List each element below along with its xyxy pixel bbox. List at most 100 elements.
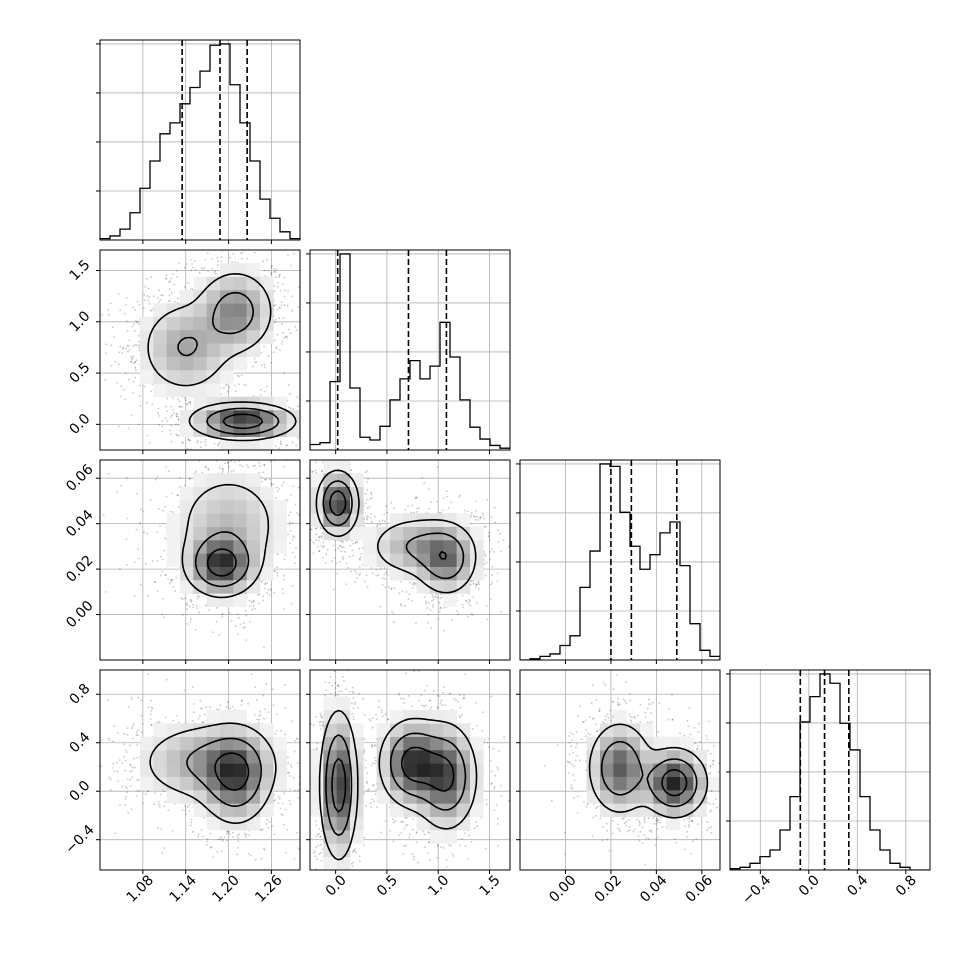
- scatter-point: [290, 265, 292, 267]
- scatter-point: [334, 557, 336, 559]
- scatter-point: [245, 457, 247, 459]
- scatter-point: [314, 316, 316, 318]
- scatter-point: [191, 601, 193, 603]
- scatter-point: [126, 539, 128, 541]
- scatter-point: [296, 518, 298, 520]
- scatter-point: [173, 586, 175, 588]
- scatter-point: [313, 427, 315, 429]
- scatter-point: [288, 407, 290, 409]
- scatter-point: [149, 430, 151, 432]
- scatter-point: [277, 309, 279, 311]
- scatter-point: [281, 458, 283, 460]
- scatter-point: [196, 605, 198, 607]
- scatter-point: [158, 408, 160, 410]
- scatter-point: [218, 634, 220, 636]
- y-tick-label: 1.5: [66, 257, 93, 284]
- scatter-point: [279, 308, 281, 310]
- scatter-point: [305, 510, 307, 512]
- scatter-point: [277, 490, 279, 492]
- panel-0-0: [96, 40, 300, 244]
- scatter-point: [322, 546, 324, 548]
- scatter-point: [187, 282, 189, 284]
- scatter-point: [254, 608, 256, 610]
- scatter-point: [217, 264, 219, 266]
- density-cell: [247, 437, 261, 451]
- scatter-point: [249, 621, 251, 623]
- density-cell: [273, 513, 287, 527]
- scatter-point: [298, 487, 300, 489]
- scatter-point: [245, 639, 247, 641]
- scatter-point: [318, 539, 320, 541]
- scatter-point: [312, 541, 314, 543]
- density-cells: [140, 263, 300, 450]
- density-cell: [247, 473, 261, 487]
- scatter-point: [176, 276, 178, 278]
- scatter-point: [362, 547, 364, 549]
- scatter-point: [303, 477, 305, 479]
- scatter-point: [245, 610, 247, 612]
- y-tick-label: 0.0: [66, 411, 93, 438]
- scatter-point: [165, 466, 167, 468]
- scatter-point: [119, 351, 121, 353]
- scatter-point: [264, 270, 266, 272]
- scatter-point: [164, 537, 166, 539]
- scatter-point: [295, 504, 297, 506]
- scatter-point: [116, 491, 118, 493]
- scatter-point: [331, 421, 333, 423]
- scatter-point: [148, 288, 150, 290]
- density-cell: [193, 487, 207, 501]
- scatter-point: [281, 323, 283, 325]
- scatter-point: [157, 532, 159, 534]
- scatter-point: [258, 453, 260, 455]
- scatter-point: [159, 299, 161, 301]
- scatter-point: [134, 367, 136, 369]
- scatter-point: [276, 269, 278, 271]
- scatter-point: [132, 392, 134, 394]
- scatter-point: [313, 539, 315, 541]
- scatter-point: [346, 563, 348, 565]
- scatter-point: [229, 612, 231, 614]
- scatter-point: [167, 578, 169, 580]
- scatter-point: [292, 585, 294, 587]
- scatter-point: [239, 464, 241, 466]
- density-cell: [140, 317, 154, 331]
- scatter-point: [327, 552, 329, 554]
- scatter-point: [176, 494, 178, 496]
- scatter-point: [173, 273, 175, 275]
- scatter-point: [295, 445, 297, 447]
- scatter-point: [291, 603, 293, 605]
- scatter-point: [128, 428, 130, 430]
- scatter-point: [179, 477, 181, 479]
- scatter-point: [146, 452, 148, 454]
- scatter-point: [264, 464, 266, 466]
- scatter-point: [296, 495, 298, 497]
- scatter-point: [207, 252, 209, 254]
- scatter-point: [126, 297, 128, 299]
- scatter-point: [315, 414, 317, 416]
- scatter-point: [234, 385, 236, 387]
- scatter-point: [197, 440, 199, 442]
- scatter-point: [292, 552, 294, 554]
- scatter-point: [201, 267, 203, 269]
- scatter-point: [238, 617, 240, 619]
- scatter-point: [296, 329, 298, 331]
- scatter-point: [311, 471, 313, 473]
- scatter-point: [135, 369, 137, 371]
- scatter-point: [246, 258, 248, 260]
- scatter-point: [120, 385, 122, 387]
- scatter-point: [350, 470, 352, 472]
- scatter-point: [215, 271, 217, 273]
- scatter-point: [186, 603, 188, 605]
- density-cell: [247, 263, 261, 277]
- scatter-point: [178, 419, 180, 421]
- scatter-point: [177, 398, 179, 400]
- scatter-point: [283, 466, 285, 468]
- panel-body: [294, 431, 522, 660]
- scatter-point: [171, 292, 173, 294]
- scatter-point: [183, 397, 185, 399]
- scatter-point: [304, 441, 306, 443]
- density-cell: [247, 500, 261, 514]
- scatter-point: [208, 468, 210, 470]
- scatter-point: [246, 615, 248, 617]
